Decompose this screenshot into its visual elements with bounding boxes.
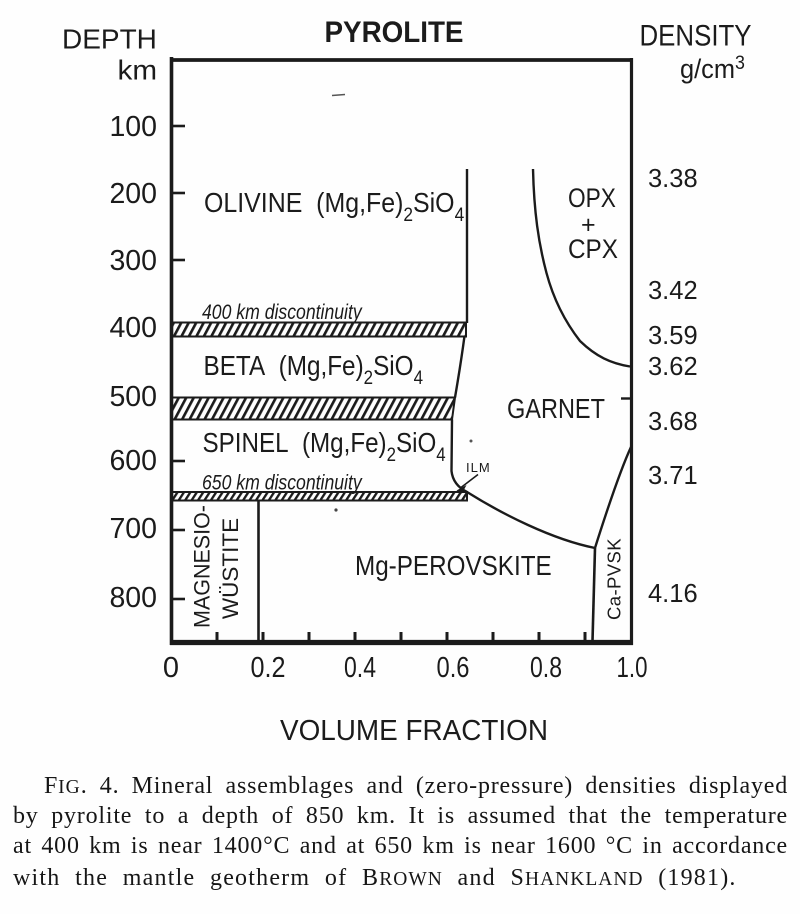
- svg-text:ILM: ILM: [466, 460, 491, 475]
- svg-text:1.0: 1.0: [617, 652, 648, 684]
- svg-text:DENSITY: DENSITY: [640, 19, 752, 52]
- svg-text:3.59: 3.59: [648, 322, 698, 350]
- svg-text:+: +: [581, 211, 596, 239]
- svg-text:0.4: 0.4: [344, 652, 376, 684]
- svg-text:3.42: 3.42: [648, 277, 698, 305]
- svg-text:4.16: 4.16: [648, 580, 698, 608]
- svg-text:BETA (Mg,Fe)2SiO4: BETA (Mg,Fe)2SiO4: [204, 349, 423, 388]
- svg-text:0.6: 0.6: [437, 652, 470, 684]
- svg-text:0: 0: [163, 652, 179, 684]
- svg-text:km: km: [118, 55, 158, 86]
- svg-text:3.38: 3.38: [648, 165, 698, 193]
- svg-text:3.68: 3.68: [648, 408, 698, 436]
- svg-text:400 km discontinuity: 400 km discontinuity: [202, 301, 363, 325]
- svg-text:400: 400: [109, 312, 157, 344]
- svg-text:Mg-PEROVSKITE: Mg-PEROVSKITE: [355, 549, 552, 581]
- svg-text:0.2: 0.2: [251, 652, 286, 684]
- svg-text:DEPTH: DEPTH: [62, 24, 157, 55]
- svg-text:100: 100: [109, 111, 157, 143]
- svg-text:500: 500: [109, 381, 157, 413]
- svg-text:VOLUME FRACTION: VOLUME FRACTION: [280, 715, 548, 748]
- svg-text:300: 300: [109, 245, 157, 277]
- svg-text:PYROLITE: PYROLITE: [325, 16, 464, 49]
- svg-text:600: 600: [109, 445, 157, 477]
- svg-text:CPX: CPX: [568, 235, 618, 264]
- svg-text:3.71: 3.71: [648, 462, 698, 490]
- svg-text:Ca-PVSK: Ca-PVSK: [604, 538, 625, 620]
- svg-text:GARNET: GARNET: [507, 394, 605, 424]
- svg-text:OPX: OPX: [568, 183, 616, 213]
- svg-text:200: 200: [109, 178, 157, 210]
- svg-text:800: 800: [109, 582, 157, 614]
- svg-text:SPINEL (Mg,Fe)2SiO4: SPINEL (Mg,Fe)2SiO4: [203, 426, 446, 465]
- svg-text:700: 700: [109, 513, 157, 545]
- svg-text:MAGNESIO-: MAGNESIO-: [189, 505, 215, 628]
- svg-text:3.62: 3.62: [648, 353, 698, 381]
- svg-text:650 km discontinuity: 650 km discontinuity: [202, 471, 363, 495]
- svg-text:OLIVINE (Mg,Fe)2SiO4: OLIVINE (Mg,Fe)2SiO4: [204, 187, 464, 226]
- svg-text:0.8: 0.8: [530, 652, 562, 684]
- svg-text:g/cm3: g/cm3: [680, 51, 745, 84]
- svg-text:WÜSTITE: WÜSTITE: [218, 518, 243, 619]
